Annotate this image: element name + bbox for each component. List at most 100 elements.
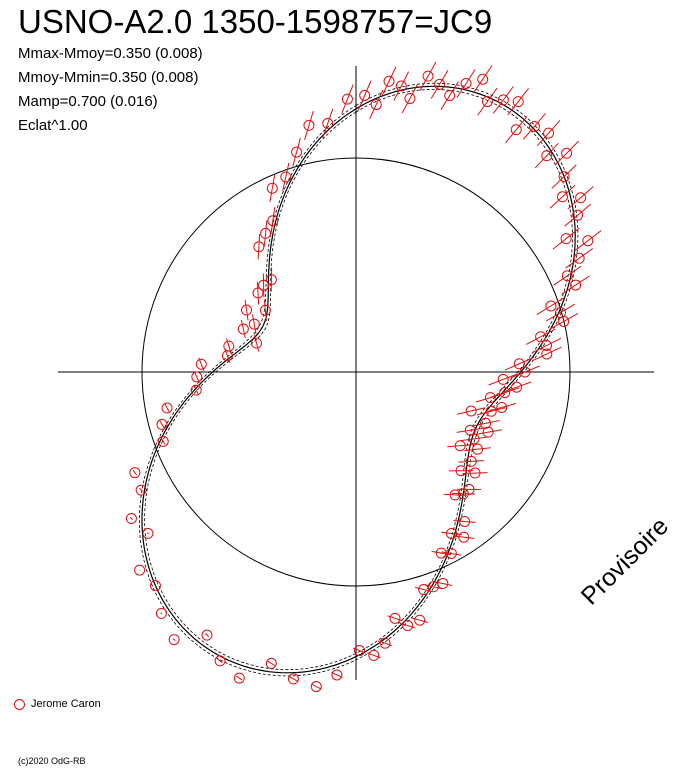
data-error-bar: [236, 675, 243, 681]
data-point: [511, 381, 523, 393]
data-error-bar: [534, 142, 559, 169]
data-point: [465, 405, 477, 417]
data-error-bar: [477, 87, 498, 116]
data-error-bar: [561, 275, 590, 295]
data-error-bar: [431, 550, 451, 556]
data-error-bar: [488, 373, 518, 386]
data-point: [499, 387, 511, 399]
data-error-bar: [574, 230, 602, 252]
data-point: [280, 171, 292, 183]
data-point: [572, 209, 584, 221]
data-error-bar: [331, 671, 343, 678]
data-error-bar: [433, 581, 453, 586]
data-error-bar: [525, 328, 556, 345]
data-error-bar: [159, 420, 165, 429]
data-error-bar: [193, 384, 200, 396]
data-error-bar: [567, 186, 594, 210]
data-error-bar: [476, 407, 506, 416]
data-point: [570, 279, 582, 291]
data-point: [541, 348, 553, 360]
data-point: [248, 318, 260, 330]
data-point: [558, 315, 570, 327]
data-point: [455, 465, 467, 477]
model-curve-band: [144, 89, 573, 671]
data-point: [541, 150, 553, 162]
data-error-bar: [160, 612, 163, 615]
data-point: [201, 629, 213, 641]
data-error-bar: [217, 658, 223, 664]
data-point: [512, 96, 524, 108]
data-point: [291, 146, 303, 158]
data-point: [267, 215, 279, 227]
data-error-bar: [341, 84, 354, 114]
data-point: [535, 331, 547, 343]
data-error-bar: [244, 299, 249, 321]
data-point: [545, 300, 557, 312]
data-error-bar: [443, 493, 467, 497]
data-point: [449, 489, 461, 501]
data-error-bar: [505, 116, 528, 144]
data-point: [561, 270, 573, 282]
data-error-bar: [146, 532, 150, 535]
data-error-bar: [453, 535, 475, 539]
data-error-bar: [353, 647, 366, 654]
data-point: [383, 75, 395, 87]
data-error-bar: [288, 676, 298, 682]
data-point: [303, 119, 315, 131]
data-point: [354, 645, 366, 657]
data-point: [214, 655, 226, 667]
data-error-bar: [415, 586, 433, 593]
data-point: [519, 366, 531, 378]
data-error-bar: [240, 319, 246, 339]
data-error-bar: [456, 69, 476, 98]
data-error-bar: [164, 403, 170, 413]
data-point: [157, 435, 169, 447]
data-point: [497, 373, 509, 385]
data-point: [435, 547, 447, 559]
data-error-bar: [565, 247, 594, 269]
legend-label: Jerome Caron: [31, 698, 101, 710]
data-error-bar: [564, 203, 591, 227]
data-error-bar: [464, 447, 491, 452]
data-point: [265, 657, 277, 669]
data-error-bar: [487, 403, 517, 412]
data-point: [457, 488, 469, 500]
data-point: [497, 94, 509, 106]
data-error-bar: [507, 87, 530, 116]
data-error-bar: [441, 551, 462, 556]
data-error-bar: [549, 184, 576, 209]
data-point: [434, 78, 446, 90]
data-error-bar: [139, 487, 144, 493]
data-error-bar: [453, 520, 476, 523]
data-error-bar: [411, 617, 429, 624]
data-error-bar: [357, 80, 372, 111]
data-error-bar: [462, 472, 488, 474]
data-error-bar: [193, 371, 200, 383]
data-error-bar: [252, 314, 257, 334]
data-point: [135, 484, 147, 496]
data-point: [287, 673, 299, 685]
data-point: [258, 279, 270, 291]
data-error-bar: [369, 89, 384, 120]
data-error-bar: [501, 381, 532, 393]
data-point: [575, 192, 587, 204]
data-error-bar: [204, 633, 210, 637]
data-point: [510, 124, 522, 136]
legend: Jerome Caron: [14, 697, 101, 711]
data-error-bar: [456, 407, 486, 415]
data-point: [482, 426, 494, 438]
data-point: [459, 515, 471, 527]
data-point: [155, 607, 167, 619]
data-point: [472, 443, 484, 455]
data-point: [541, 339, 553, 351]
data-point: [484, 392, 496, 404]
data-point: [368, 649, 380, 661]
data-point: [389, 612, 401, 624]
data-point: [161, 402, 173, 414]
data-point: [414, 614, 426, 626]
data-error-bar: [270, 207, 276, 235]
data-point: [465, 455, 477, 467]
data-point: [454, 440, 466, 452]
data-point: [402, 620, 414, 632]
